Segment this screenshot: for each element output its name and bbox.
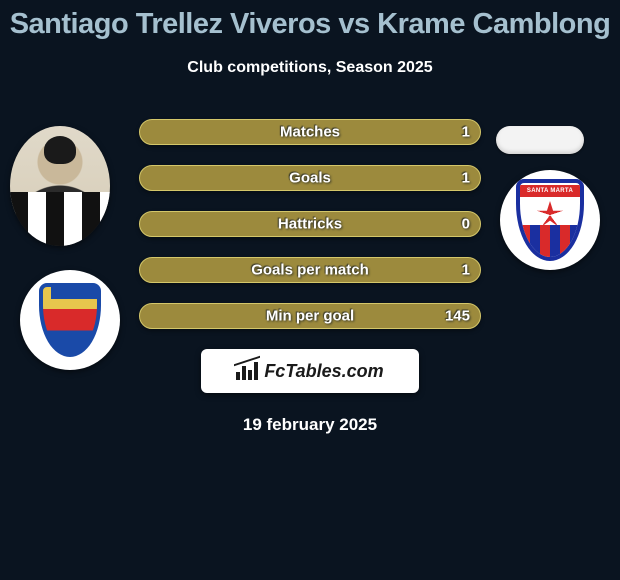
club-badge-left bbox=[20, 270, 120, 370]
badge-banner-text: SANTA MARTA bbox=[520, 185, 580, 197]
stat-value: 1 bbox=[462, 170, 470, 187]
stat-row: Hattricks 0 bbox=[139, 211, 481, 237]
bar-chart-icon bbox=[236, 362, 258, 380]
player-photo-right-placeholder bbox=[496, 126, 584, 154]
stat-label: Matches bbox=[280, 124, 340, 141]
stat-label: Hattricks bbox=[278, 216, 342, 233]
source-label: FcTables.com bbox=[264, 361, 383, 382]
stat-value: 1 bbox=[462, 124, 470, 141]
stat-value: 145 bbox=[445, 308, 470, 325]
date-line: 19 february 2025 bbox=[0, 415, 620, 435]
stat-row: Min per goal 145 bbox=[139, 303, 481, 329]
player-photo-left bbox=[10, 126, 110, 246]
stat-label: Goals bbox=[289, 170, 331, 187]
subtitle: Club competitions, Season 2025 bbox=[0, 59, 620, 77]
stat-row: Matches 1 bbox=[139, 119, 481, 145]
stat-label: Goals per match bbox=[251, 262, 369, 279]
source-attribution: FcTables.com bbox=[201, 349, 419, 393]
club-badge-right: SANTA MARTA bbox=[500, 170, 600, 270]
stat-label: Min per goal bbox=[266, 308, 354, 325]
stat-row: Goals 1 bbox=[139, 165, 481, 191]
stat-value: 1 bbox=[462, 262, 470, 279]
stat-row: Goals per match 1 bbox=[139, 257, 481, 283]
stat-bars: Matches 1 Goals 1 Hattricks 0 Goals per … bbox=[139, 119, 481, 329]
shield-icon bbox=[39, 283, 101, 357]
shield-icon: SANTA MARTA bbox=[516, 179, 584, 261]
stat-value: 0 bbox=[462, 216, 470, 233]
page-title: Santiago Trellez Viveros vs Krame Camblo… bbox=[0, 0, 620, 41]
